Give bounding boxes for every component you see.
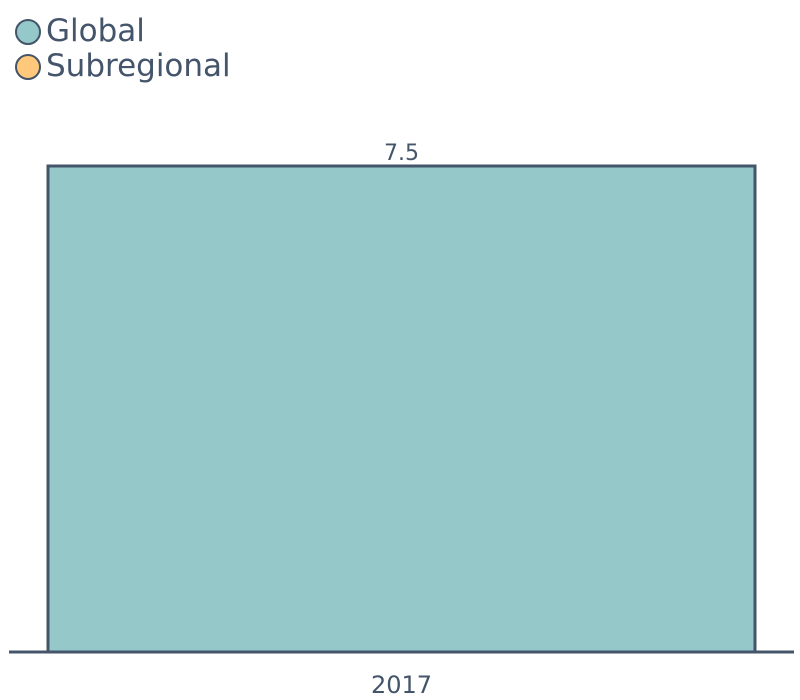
legend-label-global: Global xyxy=(46,13,145,49)
data-label-global-2017: 7.5 xyxy=(384,141,419,166)
bar-global-2017 xyxy=(46,164,757,654)
x-tick-label-2017: 2017 xyxy=(371,671,432,699)
legend-swatch-global xyxy=(15,18,41,45)
legend-swatch-subregional xyxy=(15,53,41,80)
legend-item-global[interactable]: Global xyxy=(15,14,231,49)
legend: Global Subregional xyxy=(15,14,231,84)
legend-label-subregional: Subregional xyxy=(46,48,231,84)
legend-item-subregional[interactable]: Subregional xyxy=(15,49,231,84)
